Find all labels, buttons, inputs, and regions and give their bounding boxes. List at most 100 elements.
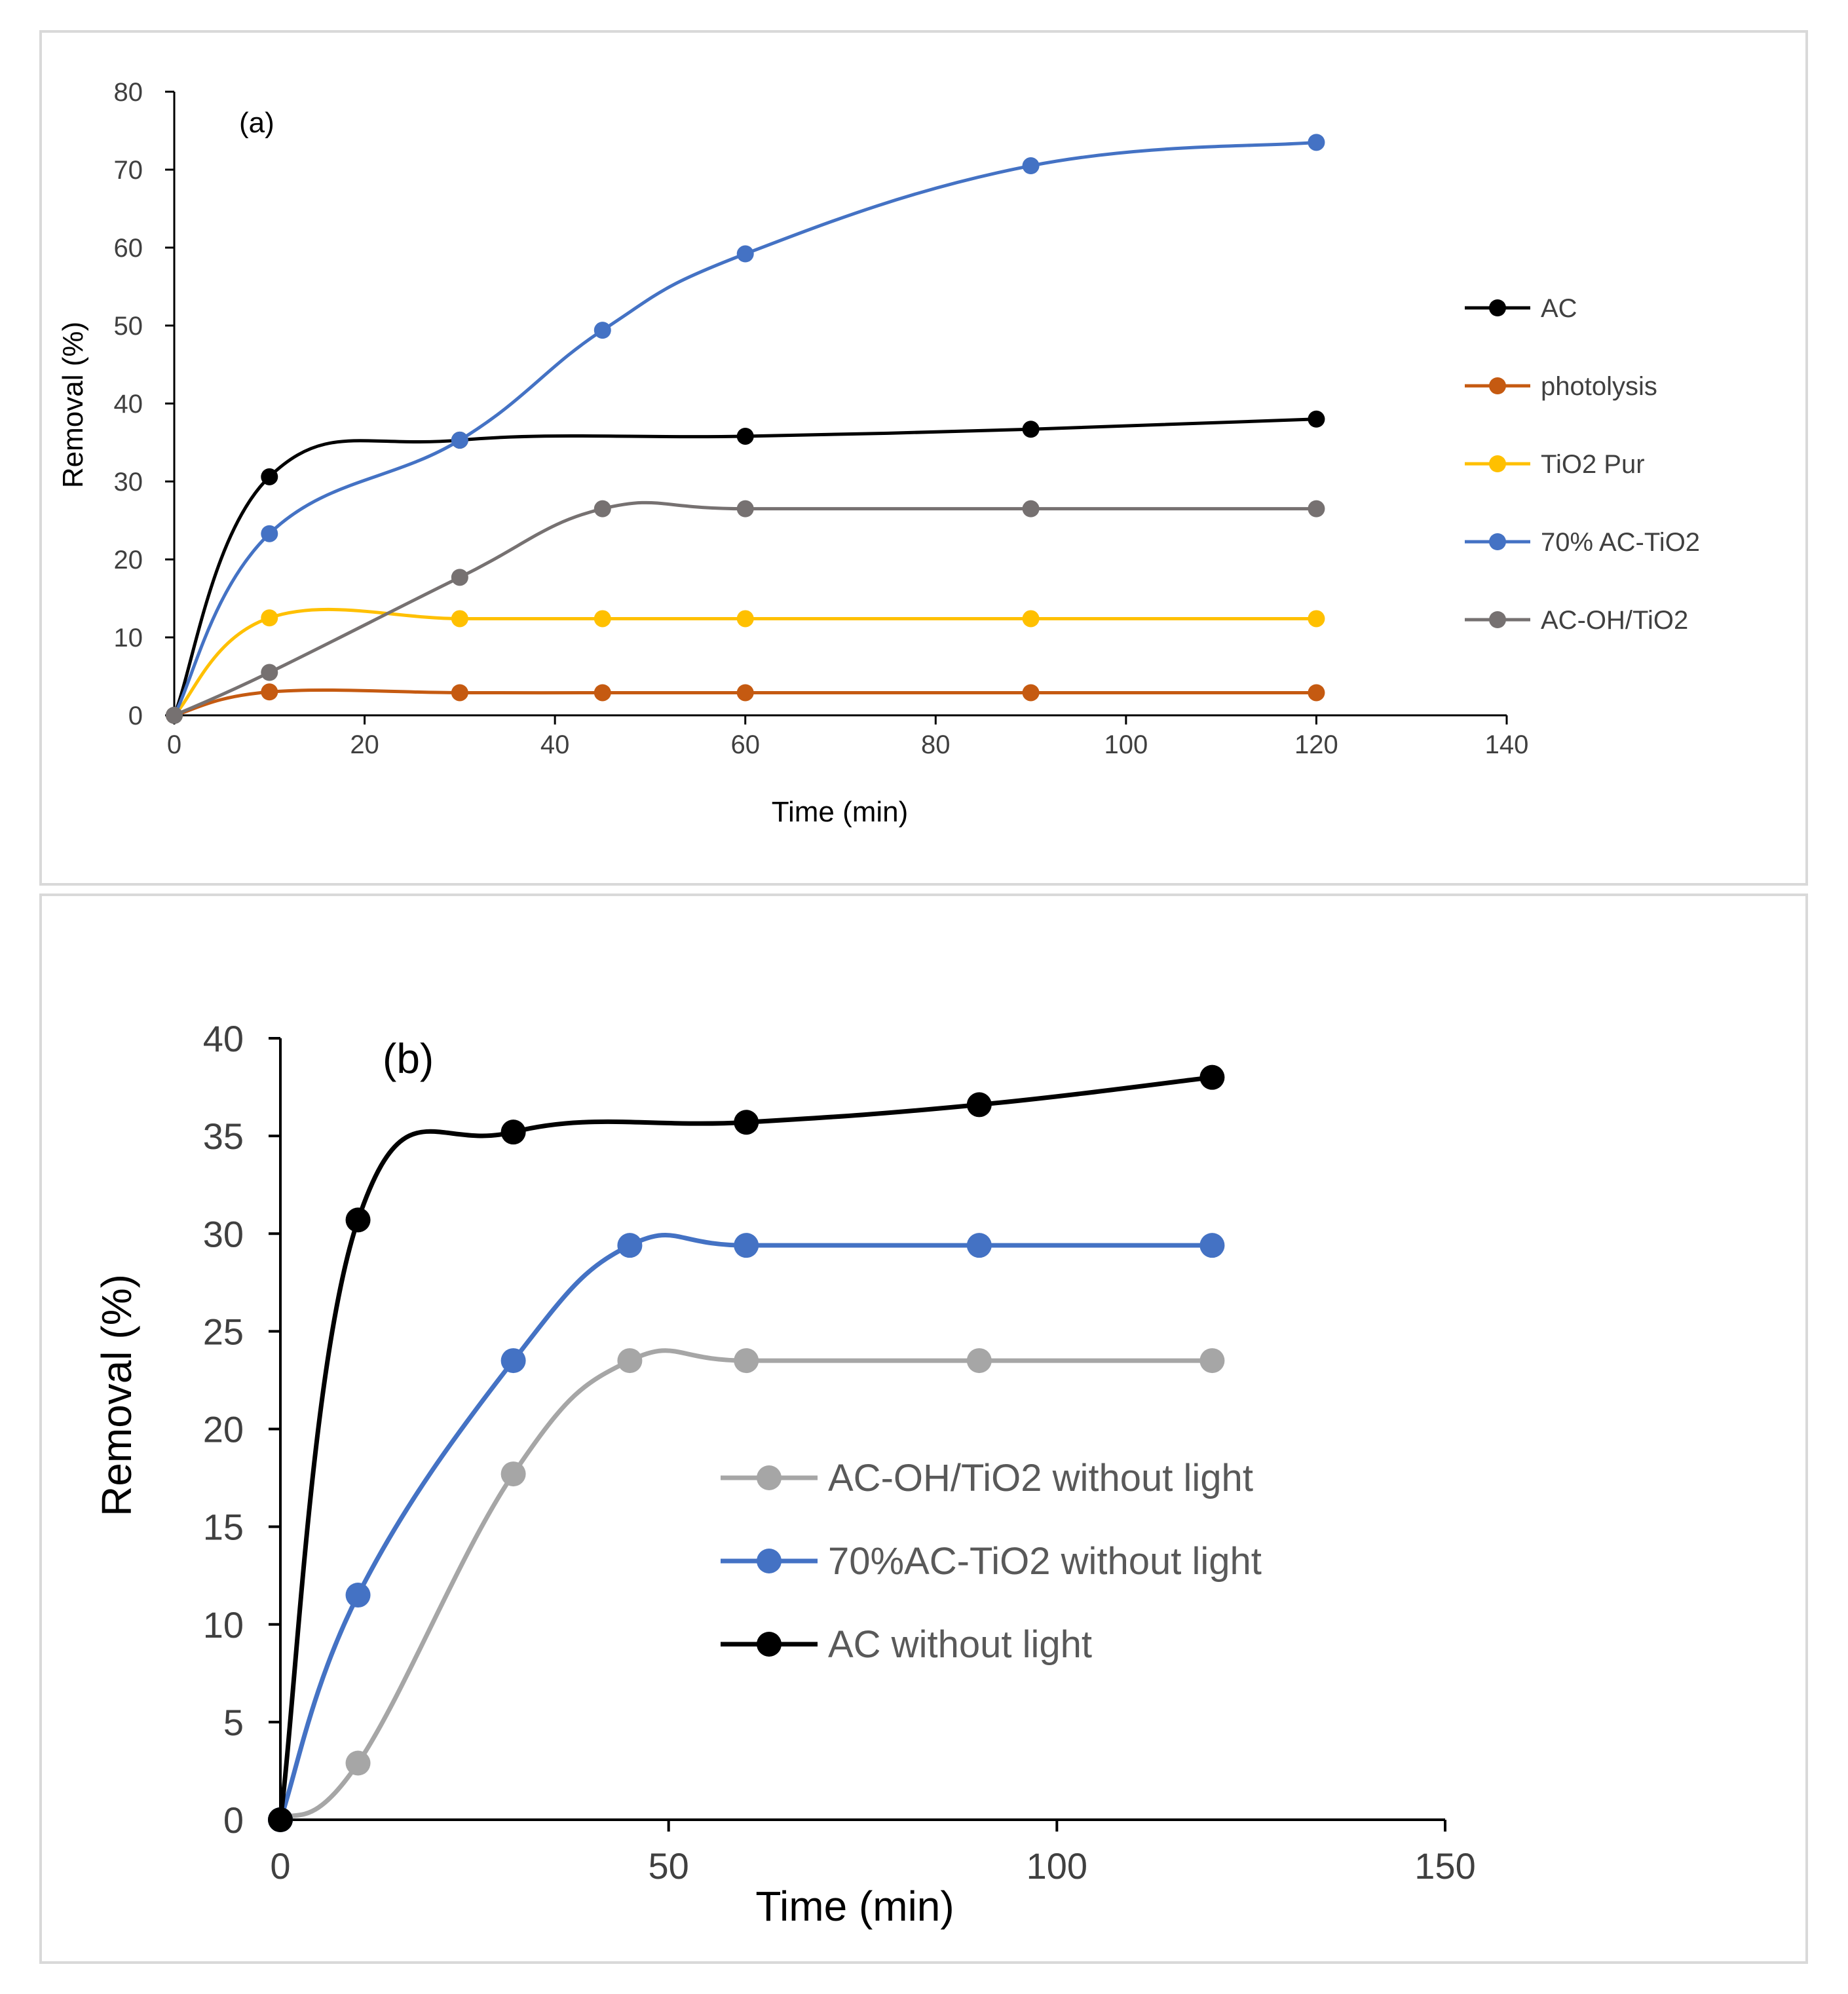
panel-a-legend-marker — [1489, 299, 1506, 316]
panel-a-x-tick-label: 40 — [540, 730, 570, 759]
panel-a-data-point — [261, 468, 278, 485]
panel-a-x-tick-label: 120 — [1294, 730, 1338, 759]
panel-b-series-line-2 — [278, 1075, 1215, 1822]
panel-b-legend-marker — [757, 1465, 782, 1490]
panel-b-y-tick-label: 25 — [203, 1311, 244, 1352]
panel-a-data-point — [1308, 500, 1325, 517]
panel-a-data-point — [1022, 684, 1040, 702]
panel-a-legend-marker — [1489, 611, 1506, 628]
panel-a-x-tick-label: 140 — [1485, 730, 1529, 759]
panel-b-data-point — [268, 1807, 293, 1832]
panel-a-x-tick-label: 80 — [921, 730, 951, 759]
panel-b-x-tick-label: 0 — [270, 1845, 290, 1887]
panel-a-data-point — [261, 525, 278, 542]
panel-b-data-point — [966, 1348, 992, 1374]
panel-b-data-point — [966, 1233, 992, 1258]
panel-b-y-tick-label: 15 — [203, 1507, 244, 1548]
panel-a-data-point — [1022, 500, 1040, 517]
panel-a-y-tick-label: 50 — [114, 312, 143, 341]
panel-a-legend-marker — [1489, 533, 1506, 550]
panel-b-data-point — [617, 1233, 643, 1258]
panel-a-label: (a) — [239, 107, 274, 139]
panel-a-y-tick-label: 20 — [114, 546, 143, 574]
panel-b-data-point — [617, 1348, 643, 1374]
panel-a-y-tick-label: 80 — [114, 78, 143, 107]
panel-b-y-tick-label: 0 — [223, 1799, 244, 1841]
panel-b-data-point — [345, 1583, 371, 1608]
panel-a-data-point — [1022, 421, 1040, 438]
panel-a-y-tick-label: 40 — [114, 390, 143, 419]
panel-a-legend-label: TiO2 Pur — [1541, 450, 1645, 479]
panel-a-data-point — [166, 707, 183, 724]
panel-b-data-point — [1199, 1348, 1225, 1374]
panel-b-y-tick-label: 35 — [203, 1116, 244, 1157]
panel-b-x-tick-label: 50 — [649, 1845, 689, 1887]
panel-a-legend-label: AC-OH/TiO2 — [1541, 606, 1688, 635]
panel-b-plot: 0 50 100 150 0 5 10 15 20 25 30 35 40 AC-OH/TiO2 with… — [203, 1018, 1476, 1887]
panel-a-x-tick-label: 60 — [730, 730, 760, 759]
chart-panel-a — [39, 30, 1808, 886]
panel-a-data-point — [594, 500, 611, 517]
panel-b-data-point — [1199, 1233, 1225, 1258]
panel-a-legend-marker — [1489, 377, 1506, 394]
panel-a-data-point — [261, 683, 278, 701]
panel-a-data-point — [736, 245, 754, 263]
panel-a-y-tick-label: 60 — [114, 234, 143, 263]
panel-a-legend-marker — [1489, 455, 1506, 472]
panel-a-plot: 0 20 40 60 80 100 120 140 0 10 20 30 40 50 60 70 80 AC pho… — [114, 78, 1701, 759]
panel-b-series-line-0 — [278, 1348, 1215, 1822]
panel-a-y-tick-label: 0 — [128, 702, 143, 730]
panel-b-data-point — [500, 1119, 526, 1145]
panel-a-data-point — [736, 684, 754, 702]
panel-a-data-point — [261, 664, 278, 681]
panel-a-data-point — [736, 610, 754, 628]
panel-b-data-point — [500, 1461, 526, 1487]
panel-a-y-tick-label: 70 — [114, 156, 143, 185]
panel-a-data-point — [451, 431, 468, 449]
panel-a-x-tick-label: 20 — [350, 730, 379, 759]
panel-a-data-point — [451, 569, 468, 586]
panel-a-legend-label: AC — [1541, 294, 1577, 323]
panel-a-series-line-4 — [172, 500, 1318, 717]
panel-a-legend-label: photolysis — [1541, 372, 1657, 401]
panel-b-data-point — [734, 1348, 759, 1374]
panel-a-data-point — [594, 610, 611, 628]
panel-a-x-tick-label: 100 — [1104, 730, 1148, 759]
panel-b-legend-label: AC without light — [828, 1623, 1092, 1666]
panel-a-data-point — [594, 322, 611, 339]
panel-b-legend-label: AC-OH/TiO2 without light — [828, 1457, 1253, 1499]
panel-b-data-point — [345, 1750, 371, 1776]
panel-a-data-point — [1308, 410, 1325, 428]
panel-b-y-axis-title: Removal (%) — [93, 1274, 140, 1516]
panel-a-series-line-1 — [172, 688, 1318, 717]
panel-b-data-point — [734, 1110, 759, 1135]
panel-a-y-tick-label: 30 — [114, 468, 143, 497]
panel-b-data-point — [734, 1233, 759, 1258]
panel-a-y-tick-label: 10 — [114, 624, 143, 652]
panel-a-legend-label: 70% AC-TiO2 — [1541, 528, 1700, 557]
panel-b-data-point — [345, 1207, 371, 1233]
panel-a-x-axis-title: Time (min) — [772, 796, 909, 828]
panel-a-data-point — [261, 609, 278, 627]
panel-a-data-point — [736, 500, 754, 517]
panel-a-data-point — [736, 427, 754, 445]
panel-a-data-point — [451, 684, 468, 702]
panel-b-x-axis-title: Time (min) — [755, 1883, 954, 1930]
panel-b-x-tick-label: 150 — [1414, 1845, 1475, 1887]
panel-b-y-tick-label: 20 — [203, 1409, 244, 1450]
panel-a-data-point — [594, 684, 611, 702]
panel-a-series-line-0 — [172, 417, 1318, 717]
chart-panel-b — [39, 894, 1808, 1964]
panel-b-legend-marker — [757, 1632, 782, 1657]
panel-b-data-point — [966, 1092, 992, 1118]
panel-b-series-line-1 — [278, 1233, 1215, 1822]
panel-a-data-point — [1022, 157, 1040, 175]
panel-a-x-tick-label: 0 — [167, 730, 181, 759]
panel-b-y-tick-label: 5 — [223, 1702, 244, 1743]
panel-b-y-tick-label: 40 — [203, 1018, 244, 1059]
panel-a-data-point — [1308, 684, 1325, 702]
panel-a-data-point — [451, 610, 468, 628]
panel-a-data-point — [1022, 610, 1040, 628]
panel-a-data-point — [1308, 134, 1325, 151]
